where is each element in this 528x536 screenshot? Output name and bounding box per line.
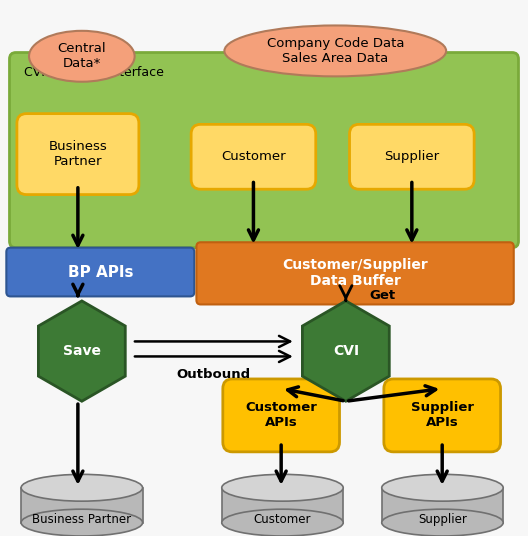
FancyBboxPatch shape [6, 248, 194, 296]
Polygon shape [39, 301, 125, 401]
FancyBboxPatch shape [17, 114, 139, 195]
Ellipse shape [29, 31, 135, 81]
FancyBboxPatch shape [191, 124, 316, 189]
Ellipse shape [382, 474, 503, 501]
FancyBboxPatch shape [223, 379, 340, 452]
FancyBboxPatch shape [350, 124, 474, 189]
Text: Customer: Customer [221, 150, 286, 163]
Ellipse shape [382, 509, 503, 536]
Text: Save: Save [63, 344, 101, 358]
Text: BP APIs: BP APIs [68, 265, 133, 279]
Text: Central
Data*: Central Data* [58, 42, 106, 70]
Text: Customer/Supplier
Data Buffer: Customer/Supplier Data Buffer [282, 258, 428, 288]
Bar [222, 488, 343, 523]
Polygon shape [303, 301, 389, 401]
Text: CVI: CVI [333, 344, 359, 358]
Text: Supplier: Supplier [418, 513, 467, 526]
Ellipse shape [224, 25, 446, 76]
Text: Get: Get [370, 289, 395, 302]
Text: Business Partner: Business Partner [32, 513, 131, 526]
FancyBboxPatch shape [384, 379, 501, 452]
Ellipse shape [222, 509, 343, 536]
Text: Customer: Customer [254, 513, 311, 526]
Ellipse shape [21, 509, 143, 536]
Bar [382, 488, 503, 523]
Text: Company Code Data
Sales Area Data: Company Code Data Sales Area Data [267, 37, 404, 65]
Text: Outbound: Outbound [177, 368, 251, 381]
Text: Customer
APIs: Customer APIs [245, 401, 317, 429]
Bar [21, 488, 143, 523]
FancyBboxPatch shape [196, 242, 514, 304]
Text: Business
Partner: Business Partner [49, 140, 107, 168]
Ellipse shape [21, 474, 143, 501]
Text: CVI Complex Interface: CVI Complex Interface [24, 66, 164, 79]
Text: Supplier
APIs: Supplier APIs [411, 401, 474, 429]
Text: Supplier: Supplier [384, 150, 439, 163]
FancyBboxPatch shape [10, 53, 518, 248]
Ellipse shape [222, 474, 343, 501]
